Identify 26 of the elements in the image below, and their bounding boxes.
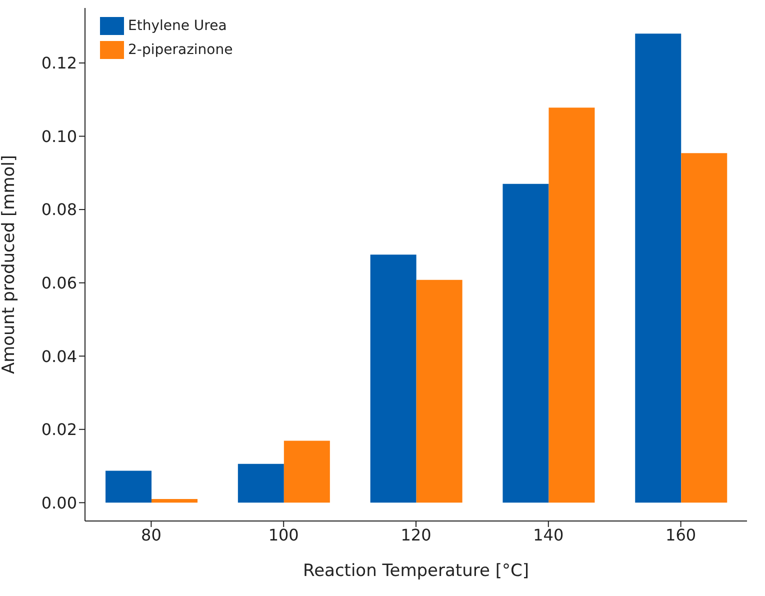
bar: [635, 34, 682, 503]
bar: [152, 499, 198, 503]
x-tick-label: 140: [533, 525, 564, 544]
x-tick-label: 100: [268, 525, 299, 544]
bar: [502, 184, 549, 503]
y-tick-label: 0.12: [41, 54, 77, 73]
y-tick-label: 0.02: [41, 420, 77, 440]
y-tick-label: 0.10: [41, 126, 77, 146]
y-tick-label: 0.08: [41, 200, 77, 220]
legend-label: 2-piperazinone: [128, 42, 233, 58]
y-tick-label: 0.06: [41, 274, 77, 292]
x-tick-label: 80: [141, 525, 162, 544]
y-axis-title: Amount produced [mmol]: [0, 154, 20, 374]
y-tick-label: 0.00: [41, 493, 77, 512]
bar: [681, 153, 728, 503]
y-tick-label: 0.04: [41, 346, 77, 366]
bar: [370, 254, 416, 503]
bar: [284, 440, 330, 503]
x-tick-label: 120: [400, 525, 432, 544]
bar: [416, 280, 462, 503]
x-axis-title: Reaction Temperature [°C]: [303, 561, 529, 581]
bar: [106, 470, 152, 503]
bar: [238, 464, 284, 503]
bar: [548, 108, 595, 503]
legend-label: Ethylene Urea: [128, 18, 227, 34]
x-tick-label: 160: [666, 525, 696, 544]
